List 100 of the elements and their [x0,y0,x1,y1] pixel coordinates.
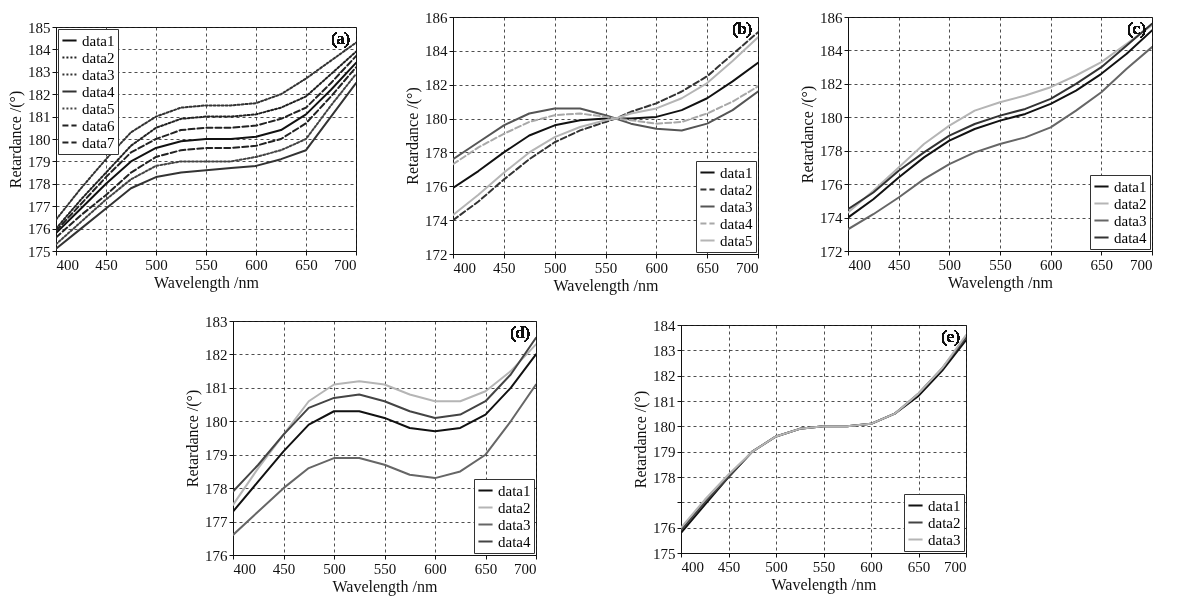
y-tick-label: 182 [425,77,448,94]
x-tick-label: 700 [736,259,759,276]
y-tick-label: 184 [820,42,843,59]
x-axis-title: Wavelength /nm [154,273,260,292]
y-tick-label: 183 [205,313,228,330]
x-tick-label: 650 [696,259,719,276]
y-tick-label: 178 [28,176,51,193]
y-tick-label: 182 [28,86,51,103]
y-tick-label: 186 [425,9,448,26]
legend-label: data4 [498,533,531,550]
x-tick-label: 400 [56,256,79,273]
x-tick-label: 700 [514,560,537,577]
y-tick-label: 179 [205,447,228,464]
y-tick-label: 178 [425,144,448,161]
x-tick-label: 500 [145,256,168,273]
x-tick-label: 450 [717,558,741,575]
legend-label: data4 [1114,229,1147,246]
y-tick-label: 180 [205,413,228,430]
y-tick-label: 179 [28,153,51,170]
legend-label: data1 [928,497,961,514]
annotation: (e) [941,327,960,346]
y-tick-label: 183 [28,64,51,81]
y-tick-label: 182 [653,368,676,385]
y-tick-label: 172 [425,246,448,263]
x-tick-label: 400 [453,259,476,276]
legend-label: data3 [1114,212,1147,229]
y-tick-label: 175 [653,545,676,562]
y-tick-label: 186 [820,9,843,26]
legend-label: data7 [82,134,115,151]
x-tick-label: 450 [95,256,118,273]
y-tick-label: 184 [28,41,51,58]
legend-label: data3 [82,66,115,83]
y-axis-title: Retardance /(°) [184,389,202,488]
x-tick-label: 550 [989,256,1012,273]
legend-label: data1 [82,32,115,49]
y-tick-label: 180 [820,109,843,126]
legend-label: data3 [498,516,531,533]
x-tick-label: 600 [245,256,268,273]
x-tick-label: 600 [645,259,669,276]
x-tick-label: 500 [765,558,788,575]
legend-label: data3 [928,531,961,548]
x-tick-label: 600 [860,558,883,575]
x-tick-label: 550 [812,558,836,575]
y-tick-label: 172 [820,243,843,260]
y-tick-label: 180 [28,131,51,148]
y-axis-title: Retardance /(°) [404,87,422,185]
y-tick-label: 174 [425,212,448,229]
y-axis-title: Retardance /(°) [799,85,817,184]
annotation: (c) [1127,19,1146,38]
annotation: (d) [510,323,530,342]
x-tick-label: 650 [474,560,498,577]
y-tick-label: 181 [205,380,228,397]
legend-label: data2 [928,514,961,531]
x-tick-label: 450 [887,256,911,273]
y-tick-label: 176 [820,176,843,193]
x-axis-title: Wavelength /nm [332,577,439,596]
legend-label: data5 [720,232,753,249]
y-tick-label: 181 [653,393,676,410]
x-tick-label: 700 [334,256,357,273]
y-tick-label: 174 [820,210,843,227]
y-tick-label: 184 [653,317,676,334]
y-axis-title: Retardance /(°) [7,90,25,189]
legend-label: data1 [1114,178,1147,195]
y-tick-label: 182 [820,76,843,93]
x-tick-label: 550 [373,560,397,577]
x-tick-label: 450 [272,560,296,577]
y-tick-label: 177 [205,514,228,531]
y-tick-label: 176 [425,178,448,195]
legend-label: data6 [82,117,115,134]
y-tick-label: 176 [205,547,228,564]
y-tick-label: 182 [205,346,228,363]
legend-label: data3 [720,198,753,215]
annotation: (a) [331,29,350,48]
y-tick-label: 176 [28,221,51,238]
x-tick-label: 700 [1130,256,1153,273]
legend-label: data2 [1114,195,1147,212]
x-axis-title: Wavelength /nm [948,273,1054,292]
y-tick-label: 178 [653,469,676,486]
y-tick-label: 176 [653,520,676,537]
y-tick-label: 179 [653,444,676,461]
legend-label: data2 [720,181,753,198]
x-tick-label: 700 [944,558,967,575]
legend-label: data2 [498,499,531,516]
x-tick-label: 500 [938,256,962,273]
y-tick-label: 178 [205,480,228,497]
y-tick-label: 183 [653,342,676,359]
legend-label: data4 [720,215,753,232]
x-tick-label: 500 [543,259,567,276]
x-tick-label: 400 [233,560,256,577]
x-tick-label: 450 [493,259,516,276]
x-axis-title: Wavelength /nm [771,575,878,594]
y-axis-title: Retardance /(°) [632,390,650,489]
y-tick-label: 181 [28,109,51,126]
x-tick-label: 650 [907,558,931,575]
x-tick-label: 650 [1090,256,1114,273]
legend-label: data1 [720,164,753,181]
y-tick-label: 180 [653,418,676,435]
legend-label: data2 [82,49,115,66]
legend-label: data1 [498,482,531,499]
legend-label: data5 [82,100,115,117]
